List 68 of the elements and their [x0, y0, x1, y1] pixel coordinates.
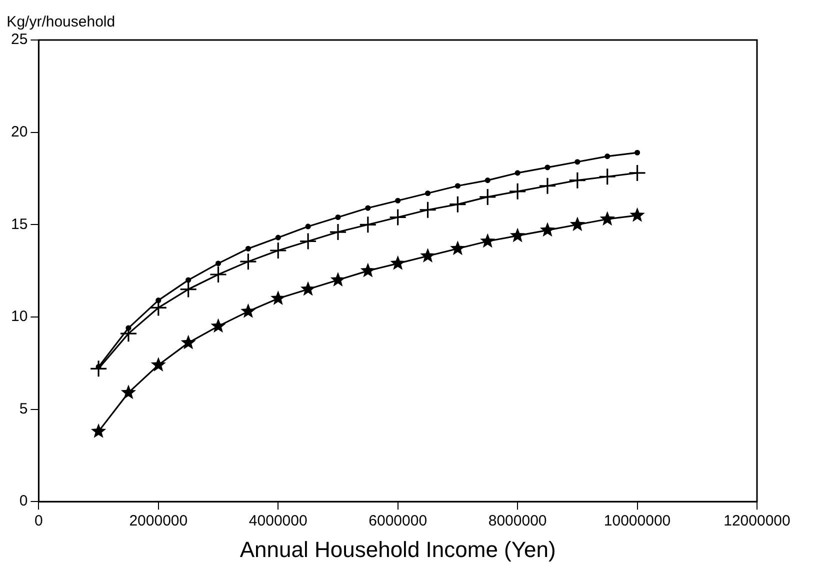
point	[120, 384, 136, 400]
point	[180, 334, 196, 350]
point	[365, 205, 371, 211]
point	[568, 172, 586, 190]
x-tick-label: 8000000	[488, 512, 547, 530]
point	[418, 201, 437, 219]
point	[305, 224, 311, 230]
y-tick-label: 0	[19, 492, 28, 510]
point	[514, 170, 520, 176]
point	[209, 266, 228, 284]
x-axis-title: Annual Household Income (Yen)	[240, 536, 556, 562]
x-tick-label: 12000000	[724, 512, 790, 530]
point	[240, 303, 256, 318]
y-tick-label: 20	[10, 123, 28, 140]
point	[245, 246, 251, 252]
point	[186, 277, 192, 283]
point	[628, 164, 646, 182]
point	[150, 356, 166, 372]
y-axis-title: Kg/yr/household	[6, 14, 116, 31]
point	[90, 360, 108, 378]
point	[634, 150, 640, 156]
point	[450, 240, 466, 256]
point	[510, 228, 526, 242]
point	[210, 318, 226, 333]
point	[538, 177, 556, 195]
y-tick-label: 10	[10, 308, 28, 326]
point	[420, 248, 436, 262]
point	[300, 281, 316, 296]
point	[156, 298, 162, 304]
point	[484, 178, 490, 184]
point	[360, 262, 376, 278]
point	[454, 183, 460, 189]
x-tick-label: 6000000	[368, 512, 428, 530]
x-tick-label: 0	[34, 512, 43, 530]
point	[448, 196, 466, 214]
point	[275, 234, 281, 240]
point	[269, 242, 287, 260]
point	[389, 208, 407, 226]
y-tick-label: 25	[10, 31, 28, 48]
point	[330, 272, 346, 287]
point	[598, 168, 616, 186]
point	[604, 154, 610, 160]
point	[359, 216, 377, 234]
point	[630, 207, 645, 222]
y-tick-label: 5	[19, 400, 28, 418]
point	[270, 290, 286, 305]
point	[90, 423, 106, 438]
point	[335, 214, 341, 220]
point	[390, 255, 406, 270]
point	[329, 223, 347, 241]
y-tick-label: 15	[10, 216, 28, 233]
point	[126, 325, 132, 331]
point	[540, 222, 556, 237]
point	[508, 182, 526, 200]
x-tick-label: 2000000	[129, 512, 188, 530]
point	[544, 164, 550, 170]
point	[600, 211, 615, 226]
point	[480, 233, 496, 248]
point	[239, 252, 257, 270]
point	[570, 216, 586, 232]
x-tick-label: 10000000	[604, 512, 671, 530]
point	[215, 260, 222, 266]
point	[478, 188, 496, 206]
x-tick-label: 4000000	[248, 512, 308, 530]
point	[574, 159, 580, 165]
point	[424, 190, 431, 196]
point	[395, 198, 401, 204]
point	[299, 232, 317, 250]
